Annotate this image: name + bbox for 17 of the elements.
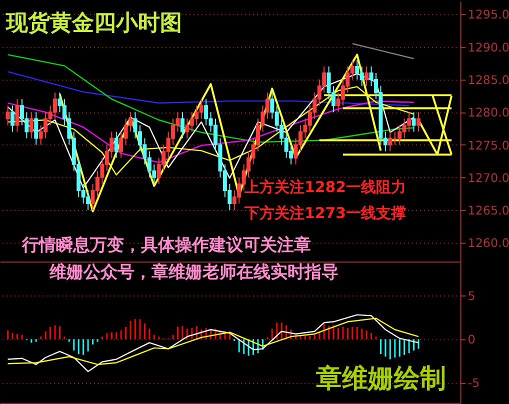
- y-tick-label: 0: [468, 332, 476, 347]
- annotation: 行情瞬息万变，具体操作建议可关注章: [20, 234, 311, 255]
- chart-title: 现货黄金四小时图: [4, 11, 182, 36]
- y-tick-label: 1280.0: [468, 106, 509, 120]
- y-tick-label: 1275.0: [468, 138, 509, 152]
- y-tick-label: 1295.0: [468, 8, 509, 22]
- y-tick-label: 1270.0: [468, 170, 509, 185]
- annotation: 上方关注1282一线阻力: [244, 178, 406, 196]
- y-tick-label: -5: [468, 376, 480, 390]
- annotation: 章维姗绘制: [315, 364, 446, 394]
- y-tick-label: 1290.0: [468, 40, 509, 54]
- y-tick-label: 1265.0: [468, 204, 509, 218]
- annotation: 维姗公众号，章维姗老师在线实时指导: [48, 262, 339, 282]
- annotation: 下方关注1273一线支撑: [244, 204, 406, 222]
- y-tick-label: 5: [468, 289, 476, 304]
- y-tick-label: 1260.0: [468, 236, 509, 250]
- y-tick-label: 1285.0: [468, 72, 509, 87]
